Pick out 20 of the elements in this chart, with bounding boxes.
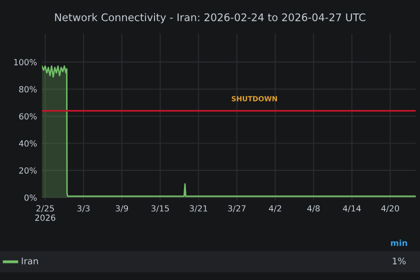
y-tick-label: 100% bbox=[14, 59, 37, 66]
x-tick-label: 4/2 bbox=[268, 205, 282, 212]
x-tick-label: 4/14 bbox=[342, 205, 361, 212]
x-tick-label: 3/27 bbox=[228, 205, 246, 212]
y-tick-label: 40% bbox=[19, 140, 37, 147]
text: 1% bbox=[392, 258, 406, 264]
x-tick-label: 2/25 2026 bbox=[35, 205, 56, 221]
y-tick-label: 0% bbox=[24, 194, 37, 201]
x-tick-label: 4/8 bbox=[307, 205, 320, 212]
y-tick-label: 80% bbox=[19, 86, 37, 92]
x-tick-label: 3/9 bbox=[116, 205, 128, 212]
x-tick-label: 4/20 bbox=[381, 205, 400, 212]
y-tick-label: 20% bbox=[19, 167, 37, 174]
x-tick-label: 3/21 bbox=[190, 205, 208, 212]
text: min bbox=[390, 240, 408, 246]
x-tick-label: 3/3 bbox=[77, 205, 90, 212]
y-tick-label: 60% bbox=[19, 113, 37, 120]
legend-label: Iran bbox=[22, 258, 38, 264]
x-tick-label: 3/15 bbox=[151, 205, 169, 212]
chart-title: Network Connectivity - Iran: 2026-02-24 to 2026-04-27 UTC bbox=[55, 13, 366, 24]
